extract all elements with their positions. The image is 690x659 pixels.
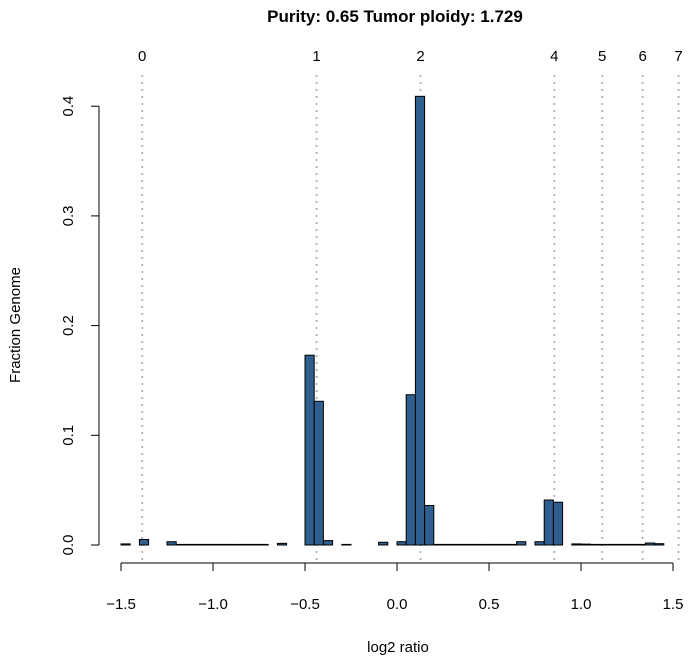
histogram-bar (460, 543, 472, 546)
x-tick-label: 0.5 (479, 596, 500, 613)
histogram-bar (580, 543, 591, 546)
histogram-bar (249, 543, 260, 546)
histogram-bar (240, 543, 251, 546)
histogram-bar (433, 543, 444, 546)
x-tick-label: −1.5 (106, 596, 136, 613)
copy-number-label: 5 (598, 48, 606, 65)
chart-title: Purity: 0.65 Tumor ploidy: 1.729 (267, 7, 523, 26)
histogram-bar (322, 540, 334, 546)
histogram-bar (230, 543, 242, 546)
histogram-bar (506, 543, 518, 546)
histogram-bars (120, 95, 665, 546)
histogram-bar (479, 543, 490, 546)
histogram-bar (543, 499, 554, 546)
histogram-bar (396, 541, 407, 546)
x-tick-label: −0.5 (290, 596, 320, 613)
histogram-bar (589, 543, 600, 546)
y-axis: 0.0 0.1 0.2 0.3 0.4 (60, 96, 100, 556)
x-tick-label: 1.5 (663, 596, 684, 613)
copy-number-label: 7 (674, 48, 682, 65)
histogram-bar (497, 543, 508, 546)
histogram-bar (304, 354, 315, 546)
histogram-bar (221, 543, 232, 546)
histogram-bar (451, 543, 462, 546)
histogram-bar (654, 543, 665, 546)
copy-number-label: 6 (638, 48, 646, 65)
copy-number-label: 1 (312, 48, 320, 65)
histogram-bar (414, 95, 426, 546)
histogram-bar (258, 543, 269, 546)
histogram-bar (313, 400, 324, 546)
histogram-bar (552, 501, 564, 546)
y-tick-label: 0.0 (60, 535, 77, 556)
histogram-bar (644, 542, 656, 546)
y-tick-label: 0.2 (60, 315, 77, 336)
histogram-bar (598, 543, 610, 546)
histogram-bar (341, 543, 352, 546)
histogram-bar (488, 543, 499, 546)
histogram-bar (617, 543, 628, 546)
histogram-bar (516, 541, 527, 546)
copy-number-label: 0 (138, 48, 146, 65)
y-tick-label: 0.1 (60, 425, 77, 446)
x-tick-label: 1.0 (571, 596, 592, 613)
histogram-bar (442, 543, 453, 546)
copy-number-labels: 0 1 2 4 5 6 7 (138, 48, 683, 65)
x-tick-label: 0.0 (387, 596, 408, 613)
copy-number-label: 2 (416, 48, 424, 65)
histogram-bar (120, 543, 131, 546)
y-tick-label: 0.4 (60, 96, 77, 117)
histogram-bar (534, 541, 545, 546)
x-tick-label: −1.0 (198, 596, 228, 613)
histogram-bar (424, 505, 435, 546)
y-tick-label: 0.3 (60, 205, 77, 226)
histogram-bar (175, 543, 186, 546)
histogram-bar (203, 543, 214, 546)
histogram-bar (194, 543, 205, 546)
histogram-bar (571, 543, 582, 546)
x-axis: −1.5 −1.0 −0.5 0.0 0.5 1.0 1.5 (106, 562, 684, 613)
histogram-bar (626, 543, 637, 546)
histogram-bar (608, 543, 619, 546)
histogram-bar (378, 541, 389, 546)
histogram-bar (405, 394, 416, 546)
x-axis-label: log2 ratio (367, 639, 429, 656)
histogram-bar (212, 543, 223, 546)
histogram-bar (635, 543, 646, 546)
copy-number-label: 4 (550, 48, 558, 65)
histogram-bar (138, 539, 150, 546)
histogram-bar (166, 541, 177, 546)
y-axis-label: Fraction Genome (7, 267, 24, 383)
histogram-bar (276, 542, 288, 546)
histogram-bar (470, 543, 481, 546)
histogram-bar (184, 543, 196, 546)
